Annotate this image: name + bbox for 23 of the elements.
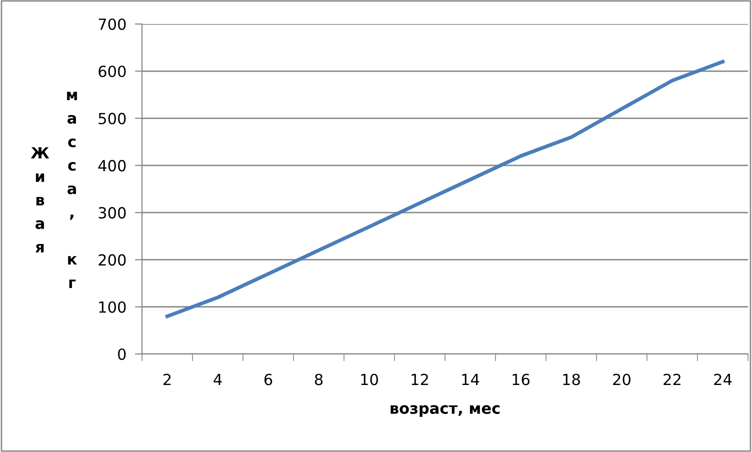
text: Живая масса, кг — [30, 92, 77, 288]
x-tick-label: 2 — [164, 374, 171, 386]
x-tick-label: 18 — [563, 374, 580, 386]
x-tick-label: 16 — [512, 374, 530, 386]
x-tick-label: 12 — [412, 374, 428, 386]
x-tick-label: 14 — [462, 374, 480, 386]
y-tick-label: 700 — [98, 18, 126, 30]
y-tick-label: 500 — [98, 112, 126, 124]
x-tick-label: 4 — [214, 374, 222, 386]
y-tick-label: 400 — [98, 160, 126, 172]
x-axis-title: возраст, мес — [390, 405, 500, 417]
x-tick-label: 20 — [613, 374, 630, 386]
x-tick-label: 24 — [714, 374, 732, 386]
x-tick-label: 8 — [314, 374, 323, 386]
line-series — [165, 60, 725, 318]
y-tick-label: 200 — [98, 254, 126, 266]
y-tick-label: 600 — [98, 66, 126, 78]
x-tick-label: 6 — [264, 374, 272, 386]
x-tick-label: 22 — [664, 374, 680, 386]
x-tick-label: 10 — [361, 374, 378, 386]
y-tick-label: 0 — [118, 348, 126, 360]
y-tick-label: 100 — [99, 301, 126, 313]
y-tick-label: 300 — [98, 207, 126, 219]
